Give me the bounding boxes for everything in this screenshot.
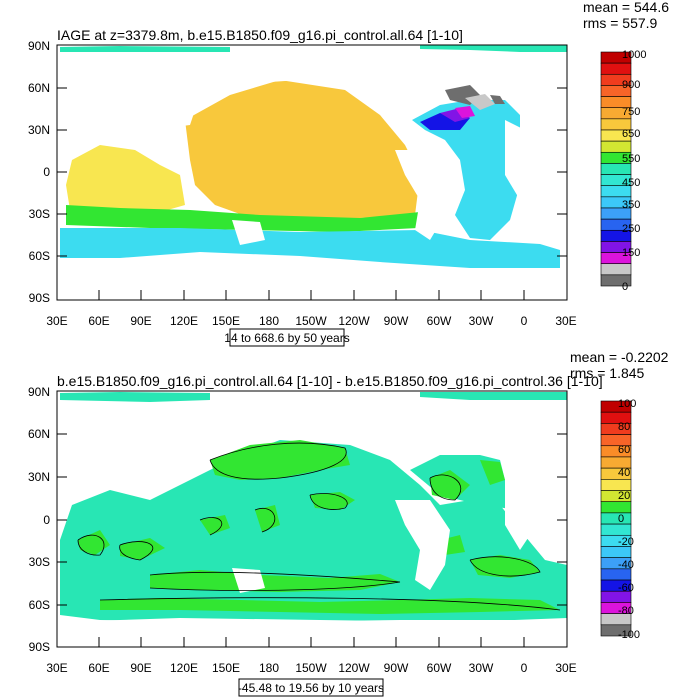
panel-1-lon-label: 90W xyxy=(384,314,409,328)
panel-2-lon-label: 30E xyxy=(555,661,576,675)
panel-2-lat-label: 30S xyxy=(29,555,50,569)
panel-2-lon-label: 90E xyxy=(130,661,151,675)
panel-2-range-box xyxy=(238,678,384,697)
panel-1-lon-label: 180 xyxy=(259,314,279,328)
panel-2-lat-label: 30N xyxy=(28,470,50,484)
panel-1-lon-label: 0 xyxy=(521,314,528,328)
panel-1-lon-label: 120E xyxy=(170,314,198,328)
panel-1-map-field xyxy=(57,45,567,300)
panel-2-colorbar-swatch xyxy=(600,624,632,637)
panel-1-title: IAGE at z=3379.8m, b.e15.B1850.f09_g16.p… xyxy=(57,27,463,43)
panel-1-lon-label: 90E xyxy=(130,314,151,328)
panel-2-colorbar-swatch xyxy=(600,546,632,558)
panel-2-colorbar-swatch xyxy=(600,523,632,536)
panel-1-lon-label: 60E xyxy=(88,314,109,328)
panel-2-lat-label: 0 xyxy=(43,513,50,527)
panel-2-lat-label: 90S xyxy=(29,640,50,654)
panel-1-mean: mean = 544.6 xyxy=(583,0,669,15)
panel-1-colorbar-swatch xyxy=(600,263,632,276)
panel-1-colorbar-label: 150 xyxy=(622,247,640,259)
panel-2-colorbar-label: -20 xyxy=(618,536,634,548)
panel-2-mean: mean = -0.2202 xyxy=(570,349,669,365)
panel-1-lat-label: 0 xyxy=(43,165,50,179)
panel-2-colorbar-label: 80 xyxy=(618,421,630,433)
panel-2-colorbar-label: 20 xyxy=(618,490,630,502)
panel-1-lat-label: 90S xyxy=(29,291,50,305)
panel-1-lon-label: 150E xyxy=(212,314,240,328)
panel-1-colorbar-swatch xyxy=(600,140,632,153)
panel-1-lon-label: 30E xyxy=(555,314,576,328)
panel-2-colorbar-label: -100 xyxy=(618,629,640,641)
panel-1-colorbar-label: 350 xyxy=(622,199,640,211)
panel-2-lat-ticks xyxy=(57,433,567,606)
panel-1-lon-label: 30W xyxy=(469,314,494,328)
panel-1-colorbar-label: 750 xyxy=(622,106,640,118)
panel-2-colorbar-label: 40 xyxy=(618,467,630,479)
panel-1-lon-ticks xyxy=(98,290,525,300)
panel-2-colorbar-label: -80 xyxy=(618,605,634,617)
panel-1-range-box xyxy=(229,328,345,347)
panel-2-colorbar-label: 100 xyxy=(618,398,636,410)
panel-2-rms: rms = 1.845 xyxy=(570,365,645,381)
panel-1-lon-label: 150W xyxy=(295,314,327,328)
panel-2-lon-label: 30W xyxy=(469,661,494,675)
panel-2-lon-label: 150W xyxy=(295,661,327,675)
panel-2-lon-label: 120E xyxy=(170,661,198,675)
panel-2-map-frame xyxy=(56,390,568,648)
panel-1-colorbar-label: 900 xyxy=(622,79,640,91)
panel-2: b.e15.B1850.f09_g16.pi_control.all.64 [1… xyxy=(28,349,669,697)
panel-1: IAGE at z=3379.8m, b.e15.B1850.f09_g16.p… xyxy=(28,0,669,347)
panel-2-colorbar-swatch xyxy=(600,479,632,491)
panel-2-lon-label: 180 xyxy=(259,661,279,675)
panel-2-lon-label: 120W xyxy=(338,661,370,675)
panel-1-colorbar-label: 250 xyxy=(622,223,640,235)
panel-2-colorbar: 100 80 60 40 20 0 -20 -40 -60 -80 -100 xyxy=(600,398,640,641)
panel-2-colorbar-swatch xyxy=(600,512,632,525)
panel-1-range-label: 14 to 668.6 by 50 years xyxy=(224,331,349,345)
panel-2-map-field xyxy=(57,392,567,647)
panel-2-title: b.e15.B1850.f09_g16.pi_control.all.64 [1… xyxy=(57,373,603,389)
panel-1-lat-label: 60N xyxy=(28,81,50,95)
panel-1-colorbar-swatch xyxy=(600,274,632,287)
panel-2-lon-label: 30E xyxy=(46,661,67,675)
panel-2-contours xyxy=(77,442,561,611)
panel-1-lat-ticks xyxy=(57,87,567,257)
panel-1-lat-label: 90N xyxy=(28,39,50,53)
panel-2-colorbar-label: 0 xyxy=(618,513,624,525)
panel-1-colorbar-swatch xyxy=(600,163,632,175)
panel-1-lat-label: 30N xyxy=(28,123,50,137)
panel-2-colorbar-swatch xyxy=(600,501,632,514)
panel-2-colorbar-label: -60 xyxy=(618,582,634,594)
panel-2-colorbar-label: -40 xyxy=(618,559,634,571)
panel-1-colorbar: 1000 900 750 650 550 450 350 250 150 0 xyxy=(600,49,646,293)
panel-1-colorbar-label: 0 xyxy=(622,281,628,293)
panel-1-lat-label: 30S xyxy=(29,207,50,221)
panel-1-colorbar-label: 1000 xyxy=(622,49,646,61)
panel-2-lon-label: 60W xyxy=(427,661,452,675)
panel-1-colorbar-swatch xyxy=(600,62,632,75)
panel-2-lat-label: 60N xyxy=(28,427,50,441)
panel-1-lat-label: 60S xyxy=(29,249,50,263)
panel-1-rms: rms = 557.9 xyxy=(583,15,658,31)
panel-1-colorbar-label: 450 xyxy=(622,177,640,189)
panel-2-lon-label: 60E xyxy=(88,661,109,675)
panel-2-lat-label: 60S xyxy=(29,598,50,612)
panel-2-lon-ticks xyxy=(98,637,525,647)
panel-2-lon-label: 0 xyxy=(521,661,528,675)
panel-1-lon-label: 60W xyxy=(427,314,452,328)
panel-2-colorbar-label: 60 xyxy=(618,444,630,456)
panel-2-lat-label: 90N xyxy=(28,385,50,399)
panel-2-range-label: -45.48 to 19.56 by 10 years xyxy=(238,681,384,695)
panel-1-colorbar-label: 650 xyxy=(622,128,640,140)
panel-1-colorbar-label: 550 xyxy=(622,153,640,165)
panel-1-lon-label: 120W xyxy=(338,314,370,328)
panel-1-lon-label: 30E xyxy=(46,314,67,328)
panel-2-lon-label: 150E xyxy=(212,661,240,675)
panel-2-lon-label: 90W xyxy=(384,661,409,675)
